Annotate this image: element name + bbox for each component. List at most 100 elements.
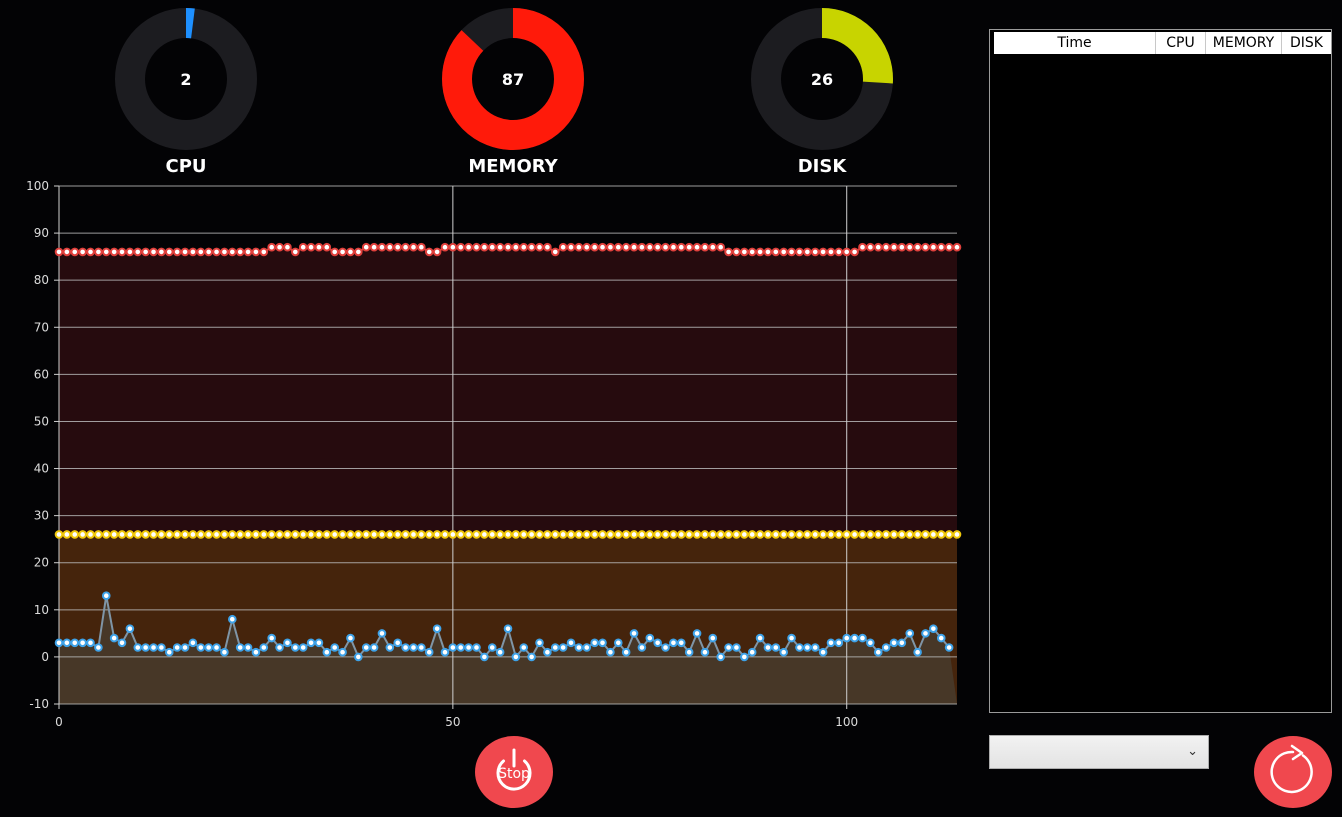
memory-data-point bbox=[684, 242, 694, 252]
memory-data-point bbox=[291, 247, 300, 257]
disk-data-point bbox=[511, 530, 521, 539]
disk-data-point bbox=[346, 530, 355, 539]
disk-data-point bbox=[519, 530, 529, 539]
disk-data-point bbox=[881, 530, 891, 539]
disk-data-point bbox=[700, 530, 710, 539]
disk-data-point bbox=[543, 530, 552, 539]
memory-data-point bbox=[480, 242, 489, 252]
memory-data-point bbox=[62, 247, 72, 257]
disk-data-point bbox=[369, 530, 379, 539]
cpu-data-point bbox=[440, 647, 450, 657]
memory-data-point bbox=[306, 242, 316, 252]
column-header-disk[interactable]: DISK bbox=[1290, 35, 1323, 51]
memory-data-point bbox=[188, 247, 198, 257]
memory-data-point bbox=[259, 247, 269, 257]
memory-data-point bbox=[905, 242, 915, 252]
disk-data-point bbox=[905, 530, 915, 539]
memory-data-point bbox=[519, 242, 529, 252]
memory-data-point bbox=[180, 247, 190, 257]
cpu-data-point bbox=[472, 643, 481, 652]
disk-data-point bbox=[684, 530, 694, 539]
column-header-time[interactable]: Time bbox=[994, 32, 1156, 54]
disk-data-point bbox=[291, 530, 300, 539]
disk-data-point bbox=[952, 530, 962, 539]
disk-data-point bbox=[826, 530, 836, 539]
disk-data-point bbox=[94, 530, 103, 539]
cpu-data-point bbox=[172, 643, 182, 652]
disk-data-point bbox=[503, 530, 513, 539]
memory-data-point bbox=[803, 247, 812, 257]
disk-data-point bbox=[157, 530, 166, 539]
cpu-data-point bbox=[558, 643, 568, 652]
memory-data-point bbox=[543, 242, 552, 252]
cpu-data-point bbox=[109, 633, 119, 643]
cpu-data-point bbox=[613, 638, 623, 648]
disk-data-point bbox=[637, 530, 647, 539]
memory-data-point bbox=[125, 247, 135, 257]
memory-data-point bbox=[212, 247, 221, 257]
cpu-data-point bbox=[283, 638, 292, 648]
cpu-data-point bbox=[637, 643, 647, 652]
disk-data-point bbox=[653, 530, 662, 539]
memory-data-point bbox=[535, 242, 544, 252]
memory-data-point bbox=[692, 242, 702, 252]
disk-data-point bbox=[724, 530, 733, 539]
disk-data-point bbox=[259, 530, 269, 539]
memory-data-point bbox=[196, 247, 206, 257]
memory-data-point bbox=[944, 242, 954, 252]
disk-gauge-ring bbox=[751, 8, 893, 150]
memory-data-point bbox=[700, 242, 710, 252]
cpu-data-point bbox=[86, 638, 95, 648]
cpu-data-point bbox=[747, 647, 757, 657]
memory-data-point bbox=[574, 242, 584, 252]
memory-data-point bbox=[598, 242, 607, 252]
disk-data-point bbox=[850, 530, 859, 539]
column-header-cpu[interactable]: CPU bbox=[1156, 32, 1206, 54]
disk-data-point bbox=[669, 530, 678, 539]
cpu-data-point bbox=[889, 638, 899, 648]
column-header-memory[interactable]: MEMORY bbox=[1206, 32, 1282, 54]
cpu-data-point bbox=[842, 633, 852, 643]
stop-button[interactable]: Stop bbox=[475, 736, 553, 808]
cpu-gauge: 2 CPU bbox=[115, 8, 257, 178]
memory-data-point bbox=[117, 247, 127, 257]
cpu-data-point bbox=[338, 647, 347, 657]
disk-data-point bbox=[936, 530, 946, 539]
y-tick-label: 100 bbox=[26, 179, 49, 193]
refresh-button[interactable] bbox=[1254, 736, 1332, 808]
cpu-data-point bbox=[117, 638, 127, 648]
cpu-data-point bbox=[369, 643, 379, 652]
cpu-data-point bbox=[346, 633, 355, 643]
memory-data-point bbox=[921, 242, 930, 252]
disk-data-point bbox=[456, 530, 466, 539]
memory-data-point bbox=[141, 247, 150, 257]
memory-data-point bbox=[550, 247, 560, 257]
disk-data-point bbox=[109, 530, 119, 539]
cpu-data-point bbox=[495, 647, 505, 657]
disk-data-point bbox=[393, 530, 403, 539]
disk-data-point bbox=[921, 530, 930, 539]
cpu-data-point bbox=[763, 643, 773, 652]
disk-data-point bbox=[606, 530, 615, 539]
usage-log-table[interactable]: Time CPU MEMORY DISK bbox=[989, 29, 1332, 713]
memory-data-point bbox=[440, 242, 450, 252]
cpu-data-point bbox=[409, 643, 418, 652]
memory-data-point bbox=[157, 247, 166, 257]
cpu-data-point bbox=[566, 638, 576, 648]
interval-select[interactable]: ⌄ bbox=[989, 735, 1209, 769]
disk-data-point bbox=[62, 530, 72, 539]
cpu-data-point bbox=[661, 643, 670, 652]
cpu-data-point bbox=[306, 638, 316, 648]
disk-data-point bbox=[204, 530, 213, 539]
memory-data-point bbox=[653, 242, 662, 252]
disk-data-point bbox=[873, 530, 883, 539]
disk-data-point bbox=[298, 530, 308, 539]
cpu-data-point bbox=[629, 629, 639, 638]
disk-data-point bbox=[795, 530, 804, 539]
disk-data-point bbox=[440, 530, 450, 539]
y-tick-label: 20 bbox=[34, 556, 49, 570]
memory-data-point bbox=[858, 242, 867, 252]
cpu-data-point bbox=[448, 643, 458, 652]
memory-data-point bbox=[377, 242, 387, 252]
memory-data-point bbox=[243, 247, 253, 257]
